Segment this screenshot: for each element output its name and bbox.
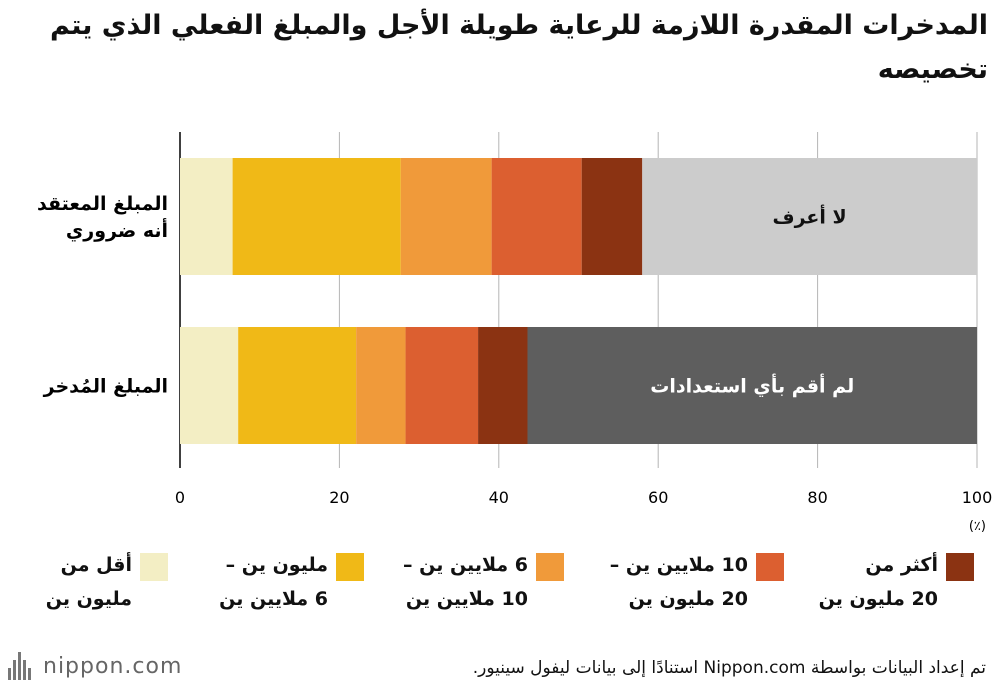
bar-segment-m10_20-1 [405, 327, 479, 444]
stacked-bar-chart: لا أعرف لم أقم بأي استعدادات المبلغ المعت… [37, 132, 992, 534]
legend-item-over-20m: أكثر من 20 مليون ين [784, 548, 974, 628]
bar-segment-over_20-0 [581, 158, 643, 275]
nippon-logo: nippon.com [8, 652, 182, 680]
category-labels: المبلغ المعتقد أنه ضروري المبلغ المُدخر [37, 193, 168, 398]
x-tick-label-60: 60 [648, 488, 668, 507]
legend-label-over-20m: أكثر من 20 مليون ين [818, 554, 938, 610]
legend-swatch-1m-6m [336, 553, 364, 581]
legend-swatch-10m-20m [756, 553, 784, 581]
bar-segment-m10_20-0 [491, 158, 582, 275]
bars: لا أعرف لم أقم بأي استعدادات [180, 158, 977, 444]
bar-segment-over_20-1 [478, 327, 528, 444]
x-axis-unit: (٪) [969, 519, 986, 534]
legend-label-10m-20m: 10 ملايين ين –20 مليون ين [609, 554, 748, 610]
legend-item-less-1m: أقل من مليون ين [0, 548, 168, 628]
bar-segment-no_prep-1 [527, 327, 977, 444]
legend-label-6m-10m: 6 ملايين ين –10 ملايين ين [403, 554, 528, 610]
legend-swatch-over-20m [946, 553, 974, 581]
x-tick-label-40: 40 [489, 488, 509, 507]
bar-segment-m6_10-1 [356, 327, 406, 444]
x-axis-ticks: 0 20 40 60 80 100 [175, 488, 992, 507]
category-label-1-0: المبلغ المُدخر [43, 376, 168, 398]
chart-title: المدخرات المقدرة اللازمة للرعاية طويلة ا… [50, 10, 988, 85]
legend-item-1m-6m: مليون ين –6 ملايين ين [174, 548, 364, 628]
bar-segment-dont_know-0 [642, 158, 977, 275]
legend-item-10m-20m: 10 ملايين ين –20 مليون ين [594, 548, 784, 628]
bar-label-dont_know: لا أعرف [773, 205, 847, 229]
legend-swatch-less-1m [140, 553, 168, 581]
legend-label-less-1m: أقل من مليون ين [45, 554, 132, 610]
bar-segment-less_1m-1 [180, 327, 239, 444]
legend-item-6m-10m: 6 ملايين ين –10 ملايين ين [374, 548, 564, 628]
bar-segment-less_1m-0 [180, 158, 233, 275]
x-tick-label-20: 20 [329, 488, 349, 507]
x-tick-label-80: 80 [807, 488, 827, 507]
category-label-0-1: أنه ضروري [66, 218, 168, 243]
logo-text: nippon.com [43, 653, 183, 679]
category-label-0-0: المبلغ المعتقد [37, 193, 168, 215]
legend: أقل من مليون ين مليون ين –6 ملايين ين 6 م… [0, 548, 1000, 628]
legend-label-1m-6m: مليون ين –6 ملايين ين [219, 554, 328, 610]
legend-swatch-6m-10m [536, 553, 564, 581]
x-tick-label-0: 0 [175, 488, 185, 507]
source-note: تم إعداد البيانات بواسطة Nippon.com استن… [472, 658, 986, 678]
x-tick-label-100: 100 [962, 488, 993, 507]
logo-mark-icon [8, 652, 33, 680]
bar-segment-m1_6-0 [232, 158, 401, 275]
bar-label-no_prep: لم أقم بأي استعدادات [650, 374, 854, 399]
bar-segment-m1_6-1 [238, 327, 357, 444]
bar-segment-m6_10-0 [400, 158, 492, 275]
